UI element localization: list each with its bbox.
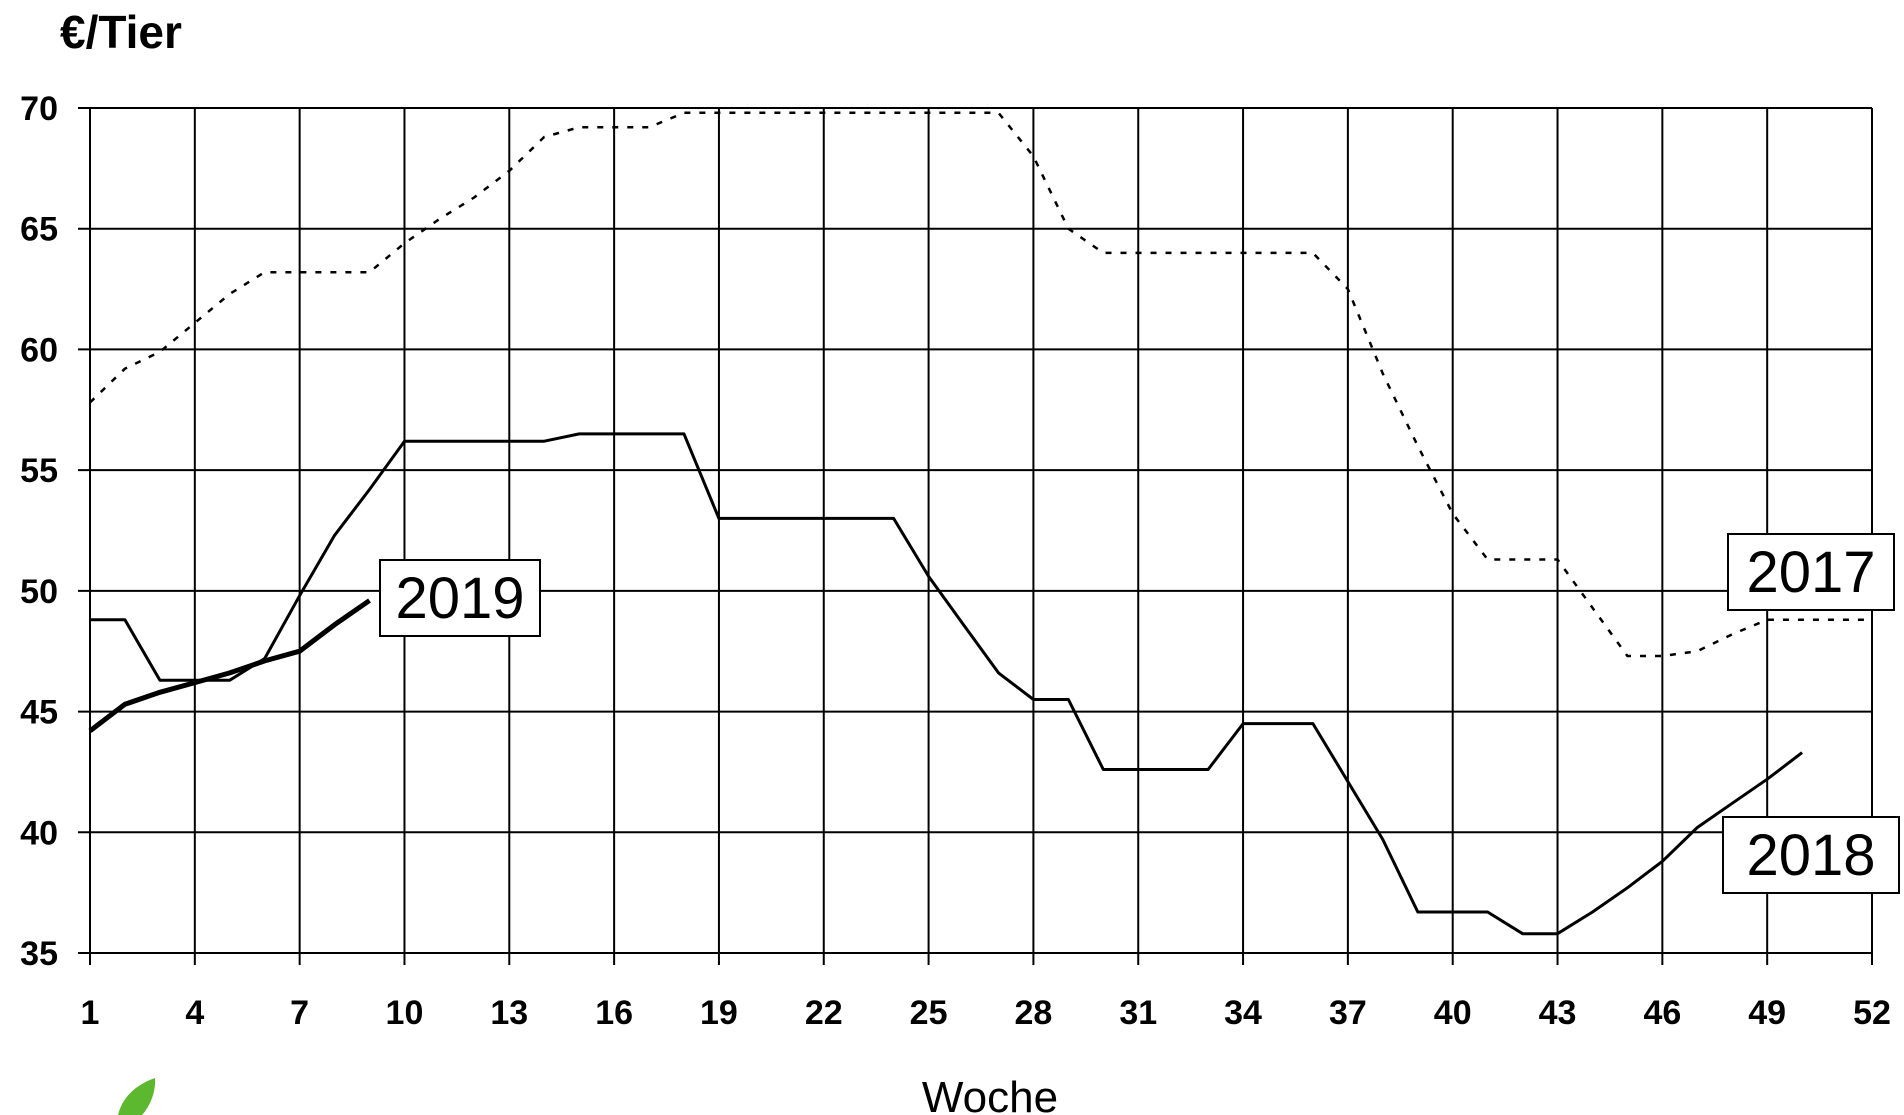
- series-line-2017: [89, 111, 1872, 658]
- x-tick-label: 49: [1748, 994, 1786, 1032]
- y-tick-label: 55: [20, 452, 58, 490]
- y-tick-label: 45: [20, 694, 58, 732]
- series-line-2018: [90, 432, 1804, 936]
- label-box: [379, 559, 541, 637]
- y-tick-label: 50: [20, 573, 58, 611]
- x-tick-label: 40: [1434, 994, 1472, 1032]
- x-tick-label: 28: [1014, 994, 1052, 1032]
- x-tick-label: 22: [805, 994, 843, 1032]
- y-tick-label: 70: [20, 90, 58, 128]
- x-axis-title: Woche: [922, 1073, 1058, 1115]
- x-axis-ticks: 1 4 7 10 13 16 19 22 25 28 31 34 37 40 43 46 49 52: [81, 994, 1891, 1032]
- x-tick-label: 1: [81, 994, 100, 1032]
- y-tick-label: 60: [20, 331, 58, 369]
- x-tick-label: 7: [290, 994, 309, 1032]
- label-text: 2017: [1746, 540, 1875, 605]
- x-tick-label: 19: [700, 994, 738, 1032]
- series-label-2017: 2017: [1727, 533, 1895, 611]
- x-tick-label: 16: [595, 994, 633, 1032]
- x-tick-label: 43: [1539, 994, 1577, 1032]
- y-tick-label: 35: [20, 935, 58, 973]
- x-tick-label: 4: [185, 994, 204, 1032]
- x-tick-label: 10: [386, 994, 424, 1032]
- x-tick-label: 13: [490, 994, 528, 1032]
- x-tick-label: 37: [1329, 994, 1367, 1032]
- label-box: [1722, 816, 1900, 894]
- label-text: 2018: [1746, 823, 1875, 888]
- y-tick-label: 65: [20, 211, 58, 249]
- series-lines: [88, 111, 1872, 936]
- label-text: 2019: [395, 566, 524, 631]
- leaf-logo-icon: [118, 1078, 156, 1115]
- y-axis-ticks: 35 40 45 50 55 60 65 70: [20, 90, 58, 973]
- x-tick-label: 46: [1643, 994, 1681, 1032]
- grid: [78, 107, 1873, 965]
- x-tick-label: 31: [1119, 994, 1157, 1032]
- x-tick-label: 52: [1853, 994, 1891, 1032]
- x-tick-label: 25: [910, 994, 948, 1032]
- series-line-2019: [88, 598, 371, 733]
- x-tick-label: 34: [1224, 994, 1262, 1032]
- y-tick-label: 40: [20, 814, 58, 852]
- y-axis-title: €/Tier: [60, 6, 182, 58]
- series-label-2019: 2019: [379, 559, 541, 637]
- series-labels: 2019 2017 2018: [379, 533, 1900, 894]
- series-label-2018: 2018: [1722, 816, 1900, 894]
- label-box: [1727, 533, 1895, 611]
